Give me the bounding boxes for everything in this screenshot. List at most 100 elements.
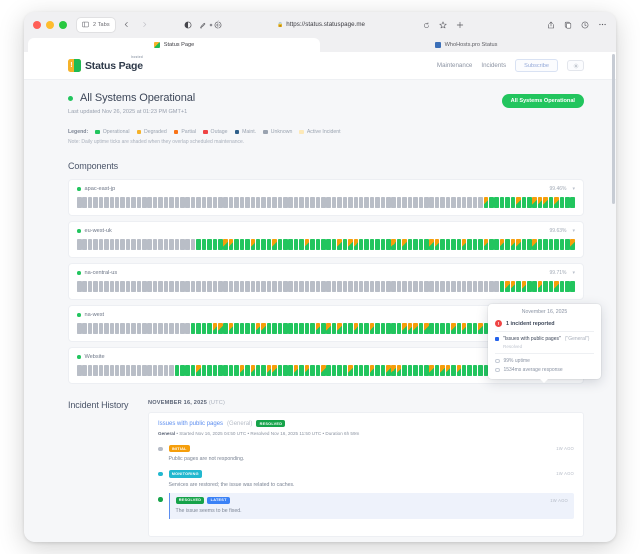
uptime-tick[interactable] — [472, 239, 478, 250]
uptime-tick[interactable] — [283, 239, 288, 250]
uptime-tick[interactable] — [483, 365, 489, 376]
uptime-tick[interactable] — [196, 323, 201, 334]
uptime-tick[interactable] — [527, 197, 532, 208]
uptime-tick[interactable] — [429, 197, 434, 208]
uptime-tick[interactable] — [375, 239, 380, 250]
uptime-tick[interactable] — [424, 323, 429, 334]
nav-item-incidents[interactable]: Incidents — [481, 62, 507, 69]
uptime-tick[interactable] — [131, 323, 136, 334]
uptime-tick[interactable] — [228, 281, 234, 292]
uptime-tick[interactable] — [217, 281, 223, 292]
uptime-tick[interactable] — [293, 197, 299, 208]
uptime-tick[interactable] — [380, 281, 386, 292]
uptime-tick[interactable] — [472, 323, 478, 334]
uptime-tick[interactable] — [489, 197, 494, 208]
uptime-tick[interactable] — [407, 239, 413, 250]
gear-icon[interactable] — [567, 60, 584, 71]
uptime-tick[interactable] — [451, 365, 456, 376]
uptime-tick[interactable] — [483, 197, 489, 208]
window-controls[interactable] — [33, 20, 67, 29]
uptime-tick[interactable] — [250, 197, 256, 208]
uptime-tick[interactable] — [293, 239, 299, 250]
chevron-down-icon[interactable]: ▾ — [572, 228, 575, 234]
uptime-tick[interactable] — [418, 365, 424, 376]
uptime-tick[interactable] — [228, 197, 234, 208]
uptime-tick[interactable] — [402, 239, 407, 250]
uptime-tick[interactable] — [93, 365, 98, 376]
uptime-tick[interactable] — [386, 323, 391, 334]
uptime-tick[interactable] — [429, 281, 434, 292]
uptime-tick[interactable] — [299, 239, 304, 250]
uptime-tick[interactable] — [353, 281, 359, 292]
uptime-tick[interactable] — [77, 323, 82, 334]
uptime-tick[interactable] — [239, 197, 245, 208]
uptime-tick[interactable] — [467, 365, 472, 376]
uptime-tick[interactable] — [413, 365, 418, 376]
uptime-tick[interactable] — [559, 281, 565, 292]
uptime-tick[interactable] — [228, 323, 234, 334]
uptime-tick[interactable] — [114, 281, 120, 292]
uptime-tick[interactable] — [537, 197, 543, 208]
uptime-tick[interactable] — [98, 365, 104, 376]
uptime-tick[interactable] — [353, 365, 359, 376]
uptime-tick[interactable] — [304, 239, 310, 250]
uptime-tick[interactable] — [483, 281, 489, 292]
uptime-tick[interactable] — [407, 323, 413, 334]
uptime-tick[interactable] — [114, 239, 120, 250]
uptime-tick[interactable] — [483, 323, 489, 334]
uptime-tick[interactable] — [424, 239, 429, 250]
uptime-tick[interactable] — [369, 197, 375, 208]
uptime-tick[interactable] — [163, 365, 169, 376]
uptime-tick[interactable] — [429, 239, 434, 250]
uptime-tick[interactable] — [570, 239, 575, 250]
uptime-tick[interactable] — [109, 365, 115, 376]
uptime-tick[interactable] — [489, 281, 494, 292]
uptime-tick[interactable] — [174, 365, 180, 376]
uptime-tick[interactable] — [174, 281, 180, 292]
uptime-tick[interactable] — [396, 197, 402, 208]
tabs-overview-button[interactable]: 2 Tabs — [76, 16, 116, 33]
uptime-tick[interactable] — [283, 365, 288, 376]
uptime-tick[interactable] — [239, 365, 245, 376]
uptime-tick[interactable] — [180, 323, 185, 334]
uptime-tick[interactable] — [250, 365, 256, 376]
uptime-tick[interactable] — [489, 239, 494, 250]
uptime-tick[interactable] — [180, 197, 185, 208]
uptime-tick[interactable] — [353, 239, 359, 250]
uptime-tick[interactable] — [283, 281, 288, 292]
uptime-tick[interactable] — [239, 239, 245, 250]
uptime-tick[interactable] — [554, 197, 559, 208]
uptime-tick[interactable] — [131, 197, 136, 208]
uptime-tick[interactable] — [212, 239, 218, 250]
uptime-tick[interactable] — [201, 197, 207, 208]
reload-icon[interactable] — [423, 16, 430, 34]
uptime-tick[interactable] — [223, 197, 228, 208]
uptime-tick[interactable] — [87, 281, 93, 292]
uptime-tick[interactable] — [364, 239, 369, 250]
tab-status-page[interactable]: Status Page — [28, 38, 320, 52]
uptime-tick[interactable] — [348, 323, 353, 334]
uptime-tick[interactable] — [293, 323, 299, 334]
uptime-tick[interactable] — [158, 239, 163, 250]
uptime-tick[interactable] — [472, 197, 478, 208]
uptime-tick[interactable] — [223, 365, 228, 376]
uptime-tick[interactable] — [461, 239, 467, 250]
uptime-tick[interactable] — [261, 281, 266, 292]
uptime-tick[interactable] — [234, 365, 239, 376]
uptime-tick[interactable] — [120, 365, 125, 376]
uptime-tick[interactable] — [386, 197, 391, 208]
uptime-tick[interactable] — [152, 239, 158, 250]
uptime-tick[interactable] — [434, 365, 440, 376]
uptime-tick[interactable] — [201, 239, 207, 250]
uptime-tick[interactable] — [510, 197, 516, 208]
uptime-tick[interactable] — [228, 239, 234, 250]
nav-item-maintenance[interactable]: Maintenance — [436, 62, 473, 69]
uptime-tick[interactable] — [125, 323, 131, 334]
uptime-tick[interactable] — [516, 197, 521, 208]
uptime-tick[interactable] — [331, 323, 337, 334]
uptime-tick[interactable] — [77, 281, 82, 292]
uptime-tick[interactable] — [559, 197, 565, 208]
uptime-tick[interactable] — [424, 197, 429, 208]
uptime-tick[interactable] — [277, 281, 283, 292]
uptime-tick[interactable] — [131, 281, 136, 292]
